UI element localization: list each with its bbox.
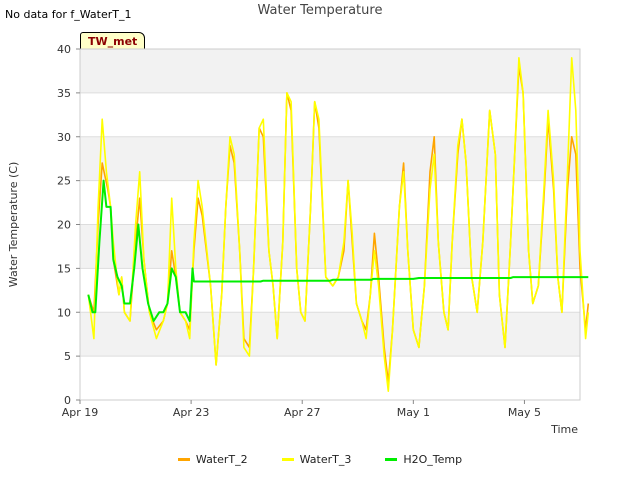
y-tick-label: 20 xyxy=(57,219,71,232)
y-tick-label: 30 xyxy=(57,131,71,144)
legend-swatch xyxy=(177,458,190,461)
plot-band xyxy=(80,136,580,181)
chart-title: Water Temperature xyxy=(257,3,383,18)
series-group xyxy=(87,57,590,392)
plot-bands xyxy=(80,49,580,357)
legend-label: H2O_Temp xyxy=(403,453,463,466)
y-tick-label: 25 xyxy=(57,175,71,188)
x-tick-label: May 5 xyxy=(508,406,541,419)
legend-label: WaterT_3 xyxy=(299,453,352,466)
plot-band xyxy=(80,224,580,269)
legend-item-WaterT_3: WaterT_3 xyxy=(281,453,352,466)
plot-band xyxy=(80,49,580,93)
legend: WaterT_2 WaterT_3 H2O_Temp xyxy=(0,453,640,466)
y-tick-label: 10 xyxy=(57,306,71,319)
site-tag: TW_met xyxy=(80,32,146,51)
no-data-note: No data for f_WaterT_1 xyxy=(5,8,132,21)
axes-group: 0 5 10 15 20 25 30 35 40 Apr 19 Apr 23 Apr 27 May 1 M… xyxy=(57,43,541,419)
y-tick-label: 35 xyxy=(57,87,71,100)
y-axis-label: Water Temperature (C) xyxy=(7,162,20,287)
x-tick-label: Apr 27 xyxy=(284,406,321,419)
y-tick-label: 0 xyxy=(64,394,71,407)
x-tick-label: Apr 23 xyxy=(173,406,210,419)
legend-swatch xyxy=(281,458,294,461)
series-line-H2O_Temp xyxy=(87,179,589,322)
x-tick-label: May 1 xyxy=(397,406,430,419)
legend-item-WaterT_2: WaterT_2 xyxy=(177,453,248,466)
x-axis-label: Time xyxy=(550,423,578,436)
x-tick-label: Apr 19 xyxy=(62,406,99,419)
y-tick-label: 5 xyxy=(64,350,71,363)
y-tick-label: 40 xyxy=(57,43,71,56)
legend-label: WaterT_2 xyxy=(195,453,248,466)
legend-swatch xyxy=(385,458,398,461)
legend-item-H2O_Temp: H2O_Temp xyxy=(385,453,462,466)
y-tick-label: 15 xyxy=(57,262,71,275)
